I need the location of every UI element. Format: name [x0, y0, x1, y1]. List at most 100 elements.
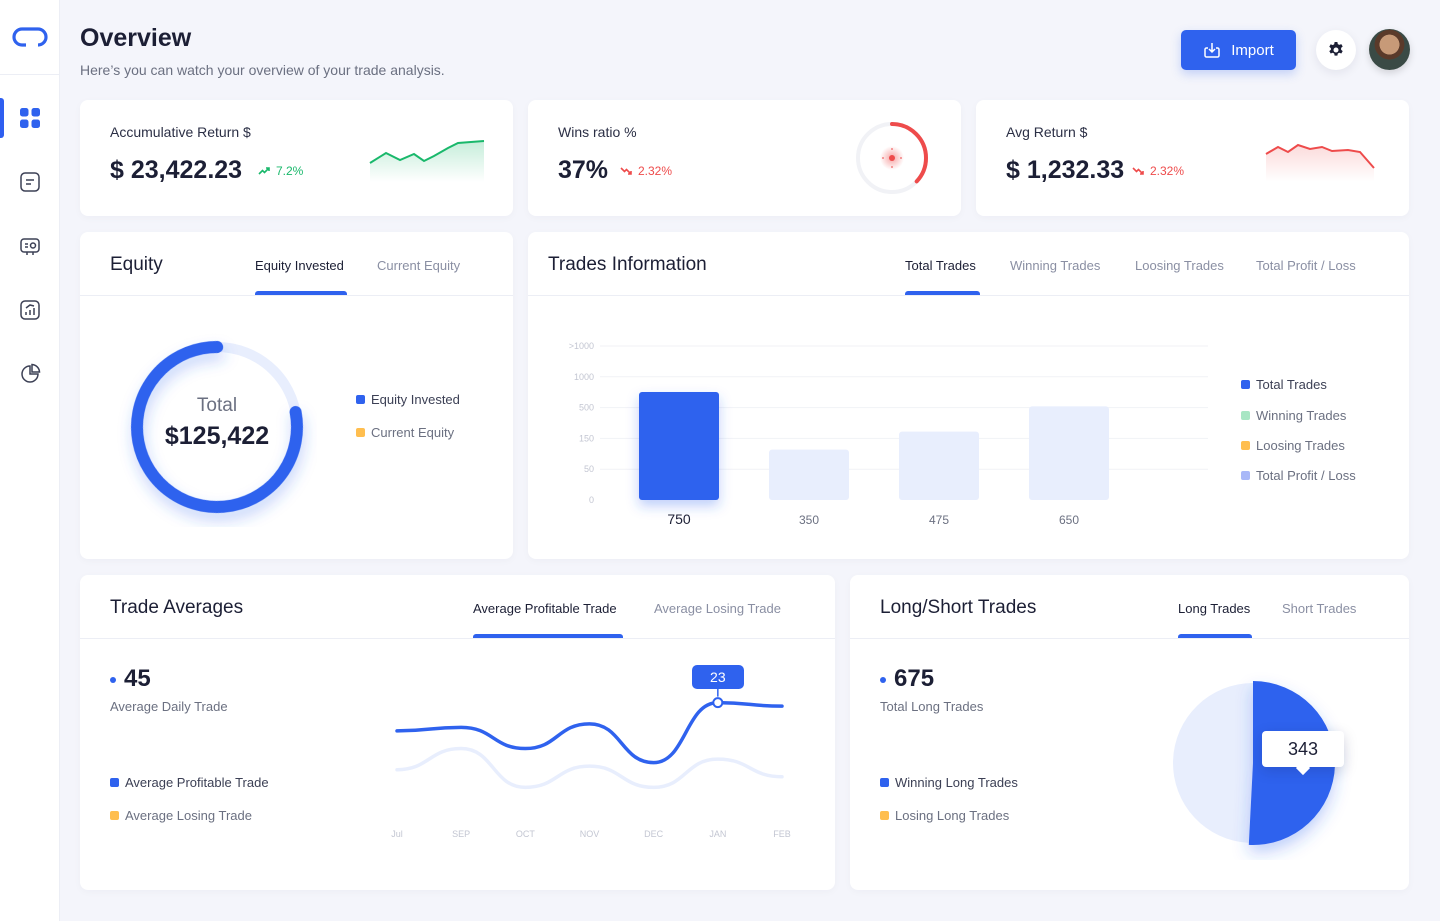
series-losing-line	[395, 746, 784, 790]
tab-winning-trades[interactable]: Winning Trades	[1010, 258, 1101, 273]
stat-change-value: 2.32%	[1150, 164, 1185, 178]
tab-total-trades[interactable]: Total Trades	[905, 258, 976, 273]
avg-return-card: Avg Return $ $ 1,232.33 2.32%	[976, 100, 1409, 216]
pie-slice-losing[interactable]	[1173, 683, 1253, 843]
tab-total-profit-loss[interactable]: Total Profit / Loss	[1256, 258, 1356, 273]
sidebar-item-dashboard[interactable]	[0, 96, 60, 140]
active-tab-underline	[1178, 634, 1252, 638]
total-long-trades-label: Total Long Trades	[880, 699, 984, 714]
tooltip-value: 23	[710, 668, 726, 685]
sidebar-item-reports[interactable]	[0, 352, 60, 396]
tab-long-trades[interactable]: Long Trades	[1178, 601, 1251, 616]
y-tick-label: 1000	[574, 372, 594, 382]
legend-label: Average Losing Trade	[125, 808, 252, 823]
tab-average-profitable-trade[interactable]: Average Profitable Trade	[473, 601, 617, 616]
legend-swatch	[880, 811, 889, 820]
legend-label: Equity Invested	[371, 392, 460, 407]
bar-750[interactable]	[639, 392, 719, 500]
return-sparkline	[369, 140, 485, 182]
stat-change: 2.32%	[1132, 164, 1184, 178]
metric-dot	[880, 677, 886, 683]
metric-dot	[110, 677, 116, 683]
tab-current-equity[interactable]: Current Equity	[377, 258, 461, 273]
user-avatar[interactable]	[1369, 29, 1410, 70]
card-divider	[528, 295, 1409, 296]
stat-label: Accumulative Return $	[110, 124, 251, 140]
stat-change-value: 7.2%	[276, 164, 304, 178]
bar-label: 475	[929, 513, 949, 527]
legend-average-profitable-trade: Average Profitable Trade	[110, 775, 269, 790]
settings-button[interactable]	[1316, 30, 1356, 70]
legend-swatch	[356, 395, 365, 404]
x-tick-label: SEP	[452, 829, 470, 839]
donut-center-value: $125,422	[164, 422, 270, 450]
trend-up-icon	[258, 167, 270, 175]
legend-label: Current Equity	[371, 425, 455, 440]
y-tick-label: 150	[579, 433, 594, 443]
stat-label: Avg Return $	[1006, 124, 1088, 140]
average-daily-trade-label: Average Daily Trade	[110, 699, 228, 714]
average-daily-trade-value: 45	[124, 665, 151, 692]
stat-change-value: 2.32%	[638, 164, 673, 178]
legend-label: Winning Trades	[1256, 408, 1347, 423]
active-tab-underline	[905, 291, 980, 295]
legend-label: Total Profit / Loss	[1256, 468, 1356, 483]
legend-swatch	[1241, 471, 1250, 480]
y-tick-label: 500	[579, 403, 594, 413]
legend-winning-trades: Winning Trades	[1241, 408, 1346, 423]
legend-swatch	[110, 778, 119, 787]
download-icon	[1204, 43, 1220, 58]
wins-ratio-gauge	[856, 122, 928, 194]
legend-equity-invested: Equity Invested	[356, 392, 460, 407]
bar-350[interactable]	[769, 449, 849, 500]
sidebar-item-journal[interactable]	[0, 160, 60, 204]
stat-value: $ 1,232.33	[1006, 156, 1125, 184]
card-title: Trade Averages	[110, 597, 244, 618]
bar-650[interactable]	[1029, 406, 1109, 500]
active-indicator	[0, 98, 4, 138]
x-tick-label: FEB	[773, 829, 791, 839]
journal-note-icon	[20, 172, 40, 192]
sidebar-item-trades[interactable]	[0, 224, 60, 268]
page-subtitle: Here’s you can watch your overview of yo…	[80, 62, 445, 78]
tab-short-trades[interactable]: Short Trades	[1282, 601, 1357, 616]
long-short-trades-card: Long/Short Trades Long Trades Short Trad…	[850, 575, 1409, 890]
legend-swatch	[880, 778, 889, 787]
bar-label: 750	[667, 511, 691, 527]
tab-loosing-trades[interactable]: Loosing Trades	[1135, 258, 1224, 273]
trend-down-icon	[620, 167, 632, 175]
card-divider	[80, 638, 835, 639]
tab-average-losing-trade[interactable]: Average Losing Trade	[654, 601, 781, 616]
bar-475[interactable]	[899, 431, 979, 500]
sidebar-divider	[0, 74, 60, 75]
import-button[interactable]: Import	[1181, 30, 1296, 70]
x-tick-label: NOV	[580, 829, 600, 839]
tab-equity-invested[interactable]: Equity Invested	[255, 258, 344, 273]
y-tick-label: >1000	[569, 341, 594, 351]
stat-label: Wins ratio %	[558, 124, 637, 140]
x-tick-label: JAN	[709, 829, 726, 839]
gear-icon	[1329, 42, 1343, 56]
pie-chart-tooltip: 343	[1262, 731, 1344, 776]
legend-label: Loosing Trades	[1256, 438, 1345, 453]
tooltip-value: 343	[1287, 738, 1319, 759]
line-highlight-point[interactable]	[712, 697, 724, 709]
active-tab-underline	[473, 634, 623, 638]
bar-label: 650	[1059, 513, 1079, 527]
legend-swatch	[356, 428, 365, 437]
stat-change: 2.32%	[620, 164, 672, 178]
legend-swatch	[110, 811, 119, 820]
legend-label: Winning Long Trades	[895, 775, 1018, 790]
card-title: Trades Information	[548, 254, 707, 275]
legend-label: Average Profitable Trade	[125, 775, 269, 790]
card-title: Equity	[110, 254, 163, 275]
trend-down-icon	[1132, 167, 1144, 175]
stat-change: 7.2%	[258, 164, 303, 178]
legend-loosing-trades: Loosing Trades	[1241, 438, 1345, 453]
app-logo[interactable]	[12, 26, 48, 48]
avg-return-sparkline	[1265, 143, 1375, 182]
sidebar-item-analytics[interactable]	[0, 288, 60, 332]
series-profitable-line	[395, 700, 784, 765]
analytics-chart-icon	[20, 300, 40, 320]
